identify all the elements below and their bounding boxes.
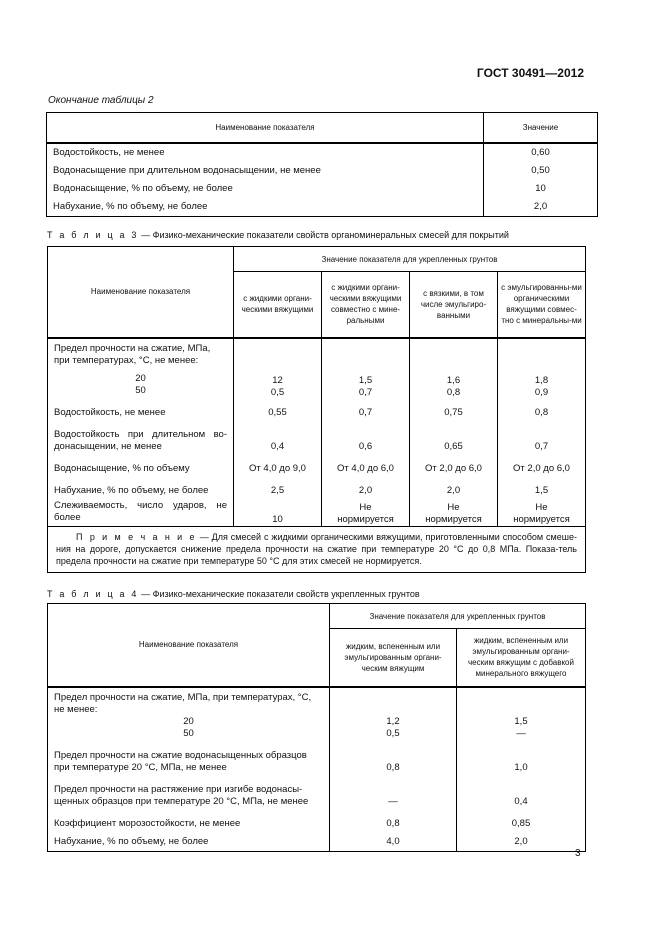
table-row: Набухание, % по объему, не более 2,5 2,0 2,… <box>47 474 586 497</box>
table-row: Водонасыщение, % по объему От 4,0 до 9,0 О… <box>47 452 586 475</box>
col-header-name: Наименование показателя <box>47 246 234 339</box>
table-2: Наименование показателя Значение Водостой… <box>46 112 598 217</box>
col-header-name: Наименование показателя <box>47 603 330 688</box>
table-row: Предел прочности на сжатие водонасыщенны… <box>47 739 586 774</box>
table-row: Набухание, % по объему, не более 2,0 <box>46 198 598 217</box>
table-row: Водостойкость при длительном во-донасыще… <box>47 418 586 453</box>
table-row: Слеживаемость, число ударов, не более 10 Н… <box>47 496 586 527</box>
table2-continuation: Окончание таблицы 2 <box>48 95 154 106</box>
table-note: П р и м е ч а н и е — Для смесей с жидки… <box>47 526 586 573</box>
table-row: Предел прочности на сжатие, МПа, при тем… <box>47 337 586 399</box>
col-group-header: Значение показателя для укрепленных грун… <box>233 246 586 272</box>
table-row: Водостойкость, не менее 0,55 0,7 0,75 0,8 <box>47 398 586 419</box>
table-row: Водонасыщение, % по объему, не более 10 <box>46 180 598 198</box>
col-header-value: Значение <box>483 112 598 144</box>
table3-caption: Т а б л и ц а 3 — Физико-механические по… <box>47 230 509 240</box>
table-row: Предел прочности на растяжение при изгиб… <box>47 773 586 808</box>
col-group-header: Значение показателя для укрепленных грун… <box>329 603 586 629</box>
document-code: ГОСТ 30491—2012 <box>476 66 584 80</box>
table-row: Коэффициент морозостойкости, не менее 0,8… <box>47 807 586 830</box>
table-row: Водонасыщение при длительном водонасыщен… <box>46 162 598 180</box>
table-4: Наименование показателя Значение показате… <box>47 603 586 852</box>
page-number: 3 <box>575 848 581 859</box>
table-row: Набухание, % по объему, не более 4,0 2,0 <box>47 829 586 852</box>
table4-caption: Т а б л и ц а 4 — Физико-механические по… <box>47 589 420 599</box>
table-row: Предел прочности на сжатие, МПа, при тем… <box>47 686 586 740</box>
table-row: Водостойкость, не менее 0,60 <box>46 143 598 162</box>
table-3: Наименование показателя Значение показате… <box>47 246 586 573</box>
col-header-name: Наименование показателя <box>46 112 484 144</box>
